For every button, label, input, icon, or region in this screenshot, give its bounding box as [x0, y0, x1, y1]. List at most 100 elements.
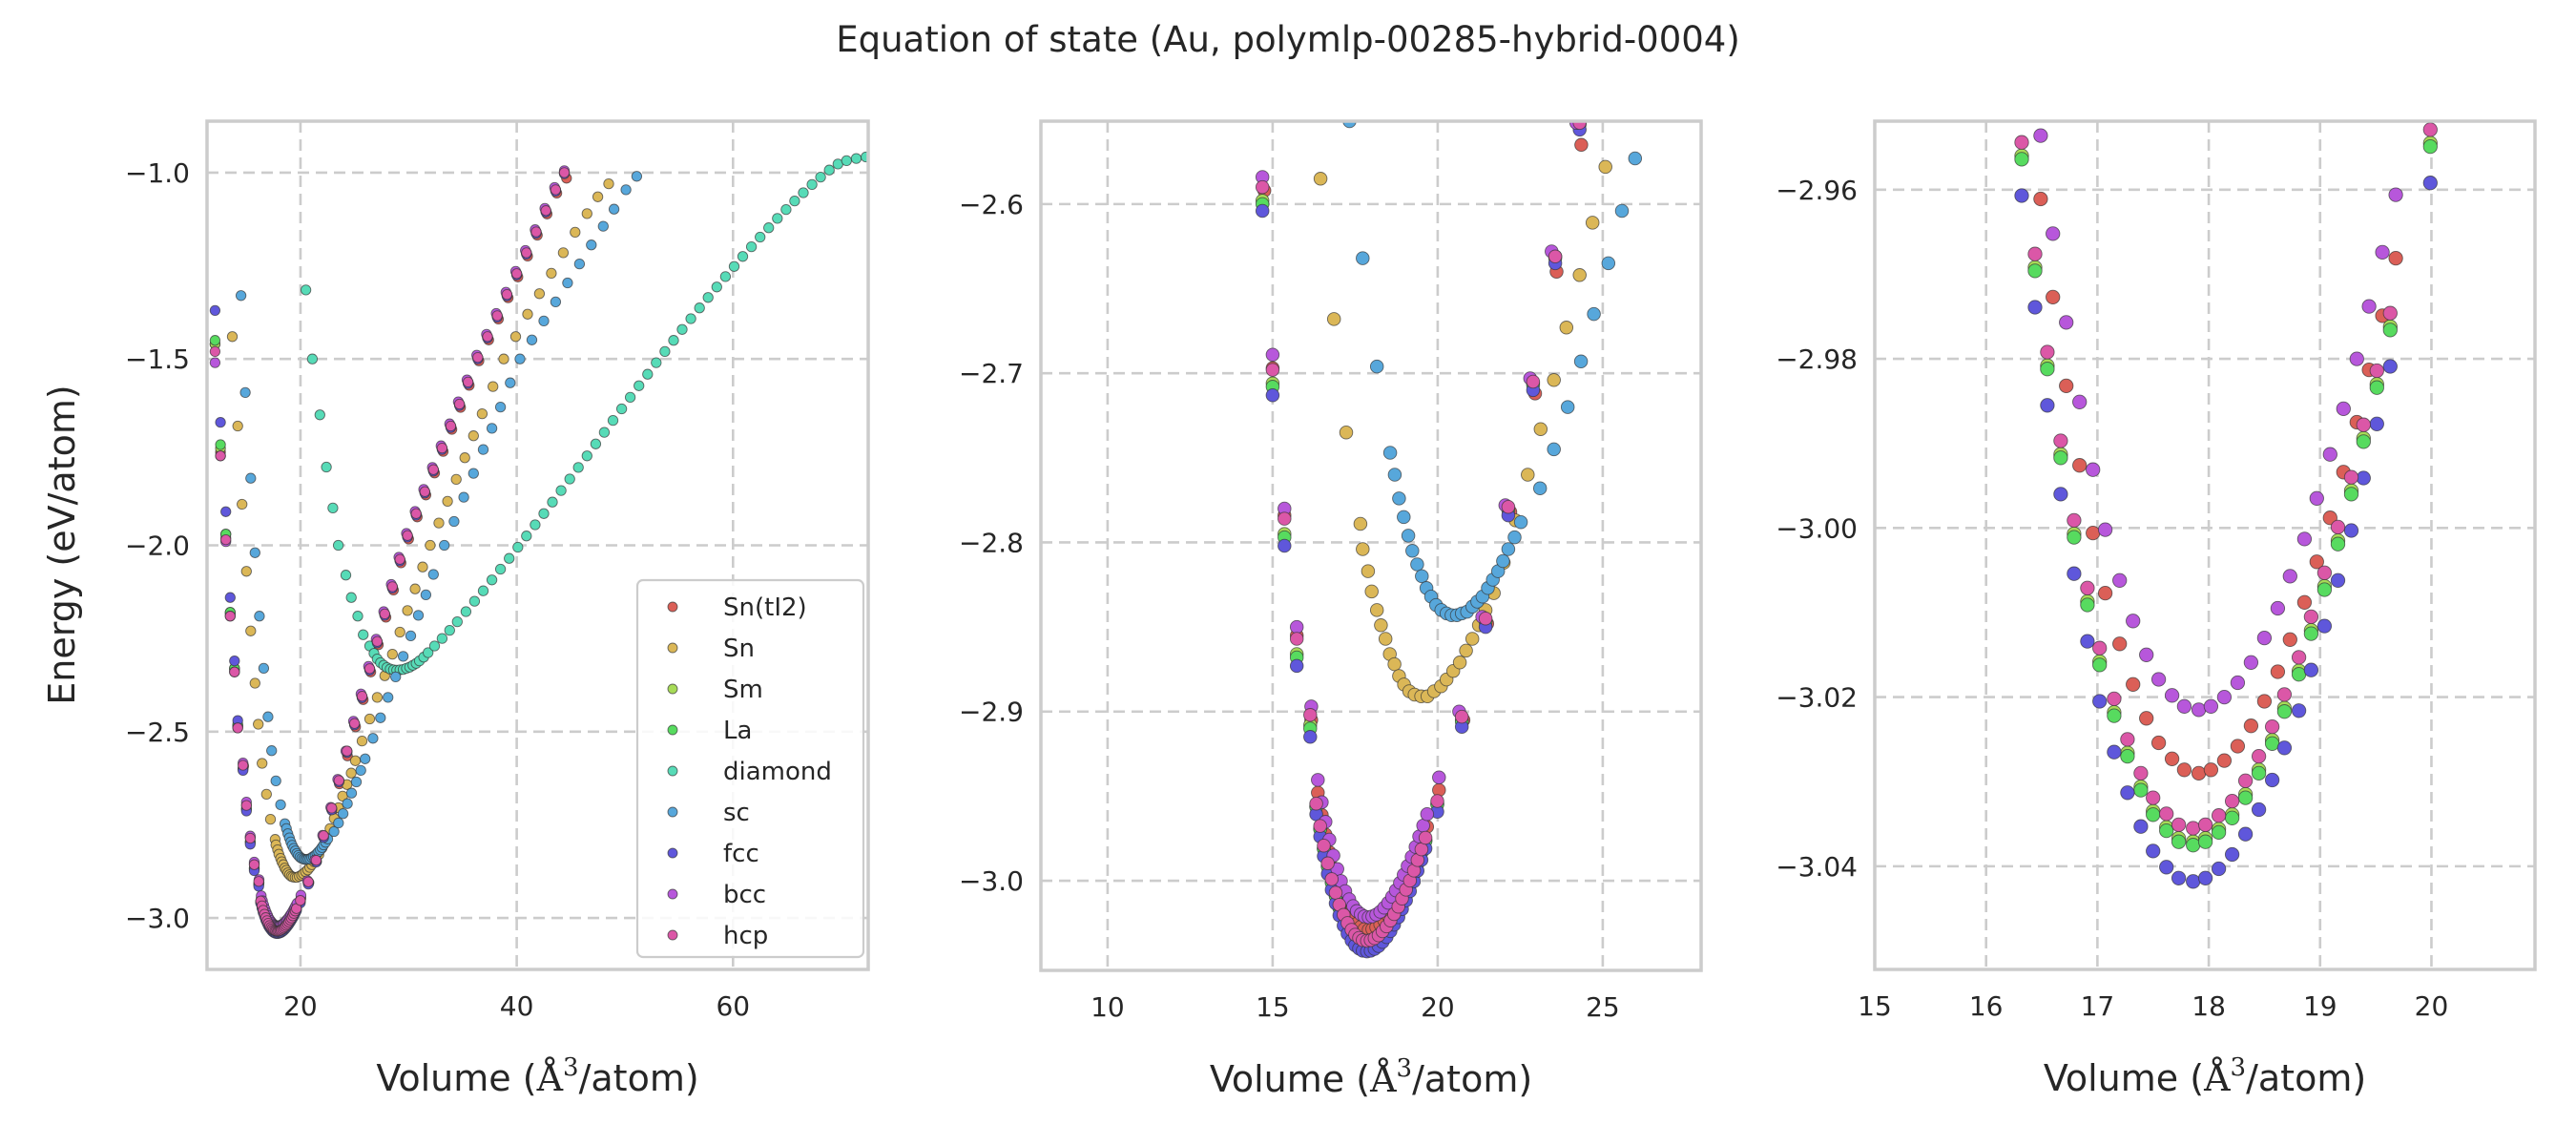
series-sn: [226, 177, 614, 884]
data-point: [1317, 838, 1331, 853]
x-tick-label: 10: [1091, 991, 1125, 1023]
data-point: [451, 615, 463, 628]
data-point: [2330, 536, 2346, 552]
data-point: [1313, 172, 1328, 186]
series-diamond: [300, 151, 868, 677]
data-point: [2336, 401, 2351, 417]
data-point: [215, 416, 226, 428]
data-point: [209, 335, 221, 346]
data-point: [2092, 640, 2108, 656]
data-point: [1339, 425, 1354, 440]
x-tick-label: 20: [1421, 991, 1455, 1023]
data-point: [737, 251, 749, 262]
data-point: [364, 663, 376, 675]
y-tick-label: −2.9: [959, 697, 1024, 728]
y-tick-label: −2.5: [125, 717, 190, 748]
data-point: [2027, 300, 2043, 315]
data-point: [1614, 203, 1630, 219]
data-point: [349, 755, 362, 766]
data-point: [2303, 626, 2319, 641]
data-point: [420, 589, 432, 601]
data-point: [477, 444, 489, 455]
data-point: [2369, 416, 2384, 431]
data-point: [327, 502, 339, 514]
data-point: [2309, 554, 2324, 570]
data-point: [248, 859, 260, 870]
data-point: [558, 167, 571, 178]
data-point: [2237, 773, 2254, 788]
data-point: [1328, 885, 1343, 900]
data-point: [262, 711, 274, 722]
data-point: [2237, 826, 2254, 842]
data-point: [2191, 765, 2207, 781]
legend-marker: [667, 642, 678, 654]
x-tick-label: 18: [2192, 990, 2226, 1022]
data-point: [1392, 491, 1406, 506]
data-point: [2276, 704, 2293, 719]
data-point: [550, 184, 562, 196]
data-point: [2112, 572, 2128, 588]
series-sm: [209, 167, 571, 938]
data-point: [244, 832, 256, 844]
series-bcc: [1255, 121, 1584, 925]
data-point: [2107, 708, 2122, 723]
data-point: [590, 438, 602, 449]
data-point: [240, 800, 252, 811]
y-tick-label: −2.8: [959, 527, 1024, 558]
x-tick-label: 15: [1858, 990, 1892, 1022]
data-point: [2086, 525, 2101, 541]
data-point: [254, 611, 265, 622]
data-point: [355, 764, 366, 777]
series-hcp: [1255, 121, 1587, 948]
data-point: [573, 258, 586, 270]
data-point: [572, 462, 584, 473]
data-point: [1309, 796, 1323, 811]
data-point: [498, 353, 509, 364]
data-point: [253, 876, 264, 887]
data-point: [2027, 246, 2043, 261]
legend-marker: [667, 888, 678, 900]
x-tick-label: 17: [2081, 990, 2115, 1022]
data-point: [333, 817, 344, 829]
data-point: [2303, 609, 2319, 625]
data-point: [1374, 618, 1388, 633]
data-point: [676, 323, 688, 335]
data-point: [439, 539, 450, 552]
data-point: [1501, 499, 1516, 514]
data-point: [1278, 538, 1292, 553]
data-point: [2356, 417, 2371, 432]
data-point: [472, 351, 484, 364]
x-axis-label: Volume (Å3/atom): [376, 1053, 698, 1099]
data-point: [1414, 842, 1429, 857]
data-point: [2086, 462, 2101, 477]
data-point: [2186, 838, 2201, 853]
data-point: [2256, 694, 2273, 709]
y-tick-label: −3.02: [1776, 682, 1858, 714]
data-point: [2126, 614, 2141, 629]
data-point: [1532, 481, 1548, 495]
data-point: [333, 775, 344, 786]
data-point: [607, 414, 619, 427]
data-point: [356, 691, 368, 702]
data-point: [1560, 400, 1575, 414]
data-point: [2361, 299, 2377, 314]
data-point: [2159, 806, 2174, 822]
data-point: [615, 403, 628, 415]
data-point: [1289, 658, 1304, 674]
data-point: [270, 775, 281, 787]
data-point: [2211, 861, 2227, 877]
data-point: [2382, 305, 2398, 321]
data-point: [245, 472, 257, 484]
data-point: [428, 640, 441, 652]
data-point: [2343, 487, 2359, 502]
data-point: [2303, 662, 2319, 677]
series-fcc: [209, 168, 571, 940]
data-point: [345, 592, 357, 603]
legend-marker: [667, 847, 678, 859]
data-point: [2224, 810, 2240, 825]
data-point: [238, 760, 249, 771]
data-point: [257, 758, 268, 769]
data-point: [620, 184, 632, 196]
y-tick-label: −2.7: [959, 358, 1024, 389]
data-point: [2230, 739, 2246, 754]
